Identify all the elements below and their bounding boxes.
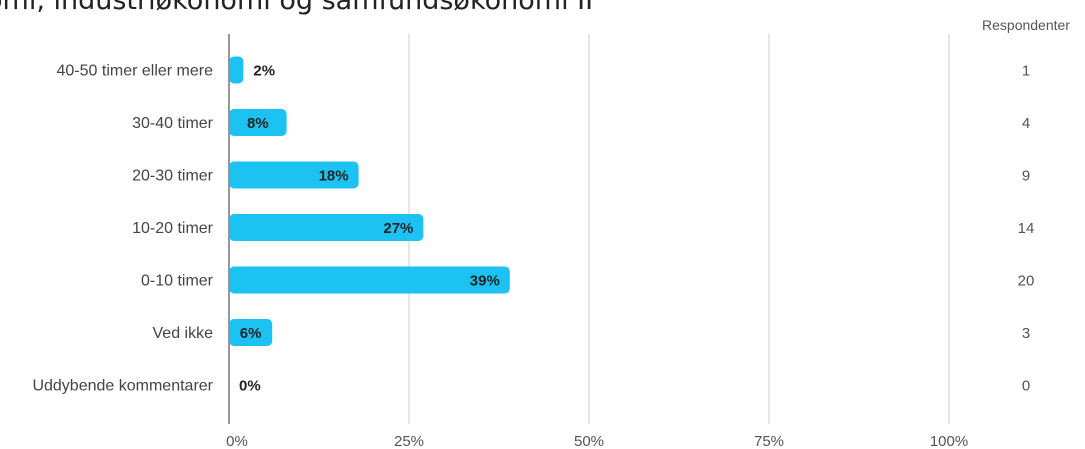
respondent-count: 20 [1018,273,1035,290]
bar [229,266,510,294]
respondent-count: 4 [1022,115,1030,132]
category-label: 10-20 timer [132,220,214,237]
chart-title-text: omi, industriøkonomi og samfundsøkonomi … [0,0,594,16]
category-label: 40-50 timer eller mere [57,63,214,80]
bar-value-label: 39% [470,273,500,290]
bar [229,56,244,84]
category-label: 0-10 timer [141,273,214,290]
respondent-count: 3 [1022,325,1030,342]
bar-value-label: 18% [319,168,349,185]
x-tick-label: 100% [930,433,968,449]
x-tick-label: 0% [226,433,248,449]
respondents-header: Respondenter [982,17,1070,33]
bar-value-label: 6% [240,325,262,342]
respondent-count: 0 [1022,378,1030,395]
bar [229,109,287,136]
respondent-count: 9 [1022,168,1030,185]
respondent-count: 1 [1022,63,1030,80]
x-tick-label: 75% [754,433,784,449]
bar-value-label: 2% [253,63,275,80]
respondent-count: 14 [1018,220,1035,237]
bar-value-label: 0% [239,378,261,395]
bar [229,161,359,189]
bar [229,214,424,241]
bars [229,56,510,346]
chart-title: omi, industriøkonomi og samfundsøkonomi … [0,0,1085,19]
labels: 0% 25% 50% 75% 100%40-50 timer eller mere 2% 1… [32,63,1034,449]
bar-value-label: 8% [247,115,269,132]
x-tick-label: 50% [574,433,604,449]
bar-value-label: 27% [383,220,413,237]
category-label: Ved ikke [153,325,214,342]
category-label: 20-30 timer [132,168,214,185]
category-label: Uddybende kommentarer [32,378,213,395]
x-tick-label: 25% [394,433,424,449]
category-label: 30-40 timer [132,115,214,132]
bar [229,319,273,346]
